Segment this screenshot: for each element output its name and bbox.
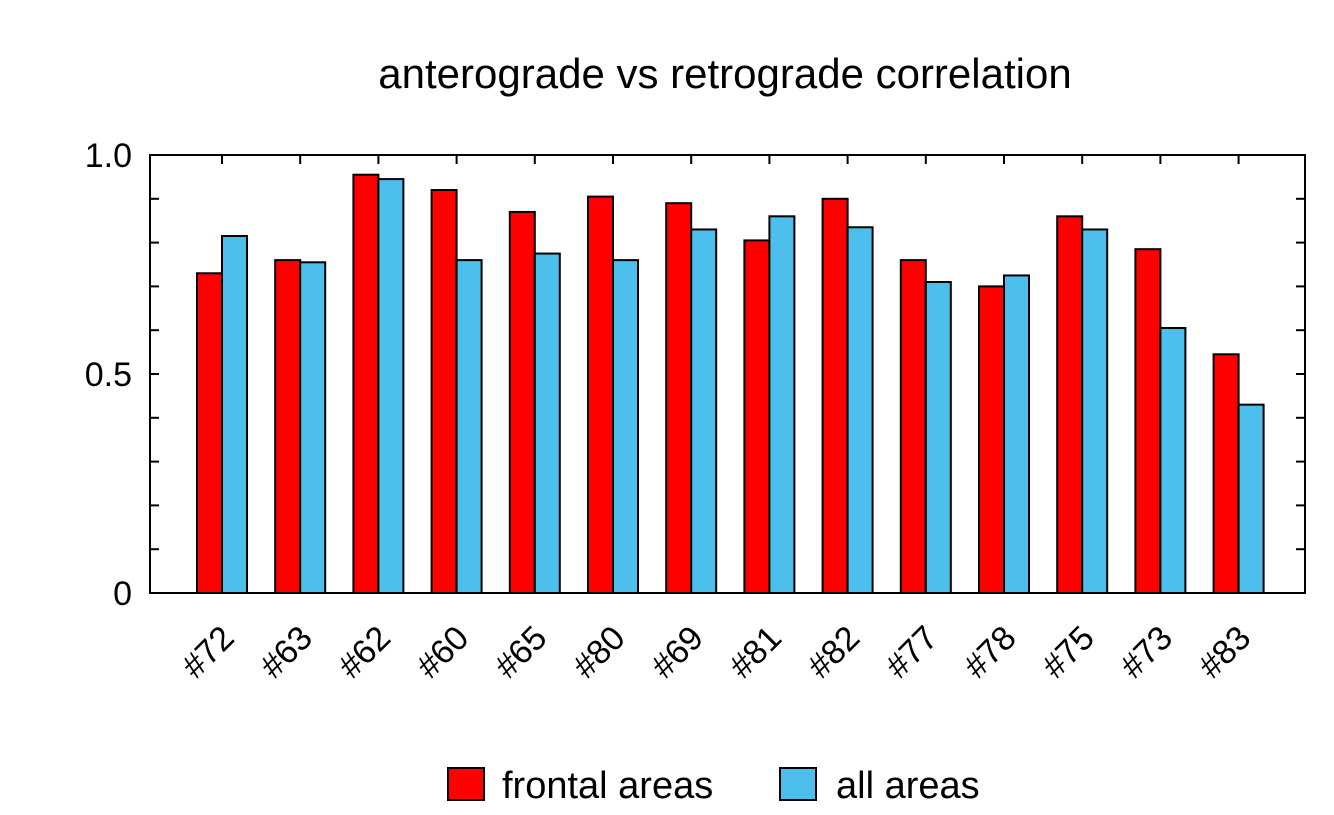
bar-all-areas-80 (612, 259, 639, 594)
bar-all-areas-75 (1081, 228, 1109, 595)
legend-swatch-all-areas (779, 767, 817, 801)
bar-all-areas-77 (924, 281, 952, 594)
x-tick-label: #81 (722, 619, 789, 686)
x-tick-label: #65 (487, 619, 554, 686)
bar-frontal-areas-81 (743, 239, 771, 594)
bar-all-areas-72 (221, 235, 248, 594)
y-tick-label: 1.0 (85, 137, 132, 175)
x-tick-label: #60 (409, 619, 476, 686)
bar-frontal-areas-78 (978, 285, 1005, 594)
x-tick-label: #77 (878, 619, 945, 686)
y-tick-label: 0.5 (85, 356, 132, 394)
bars (196, 173, 1265, 595)
x-tick-labels: #72 #63 #62 #60 #65 #80 #69 #81 #82 #77 #78 #75 #73 #… (175, 619, 1259, 686)
x-tick-label: #62 (331, 619, 398, 686)
legend-swatch-frontal-areas (447, 767, 485, 801)
bar-frontal-areas-77 (899, 259, 927, 594)
bar-frontal-areas-65 (508, 210, 536, 594)
plot-frame (149, 154, 1306, 594)
x-tick-label: #63 (253, 619, 320, 686)
bar-all-areas-69 (690, 228, 718, 595)
legend-label-frontal-areas: frontal areas (502, 765, 713, 807)
x-tick-label: #69 (644, 619, 711, 686)
bar-all-areas-81 (768, 215, 796, 594)
y-tick-label: 0 (113, 575, 132, 613)
bar-all-areas-60 (455, 259, 483, 594)
x-tick-label: #73 (1113, 619, 1180, 686)
bar-frontal-areas-73 (1134, 248, 1162, 594)
bar-frontal-areas-72 (196, 272, 223, 594)
x-tick-label: #83 (1191, 619, 1258, 686)
bar-all-areas-65 (533, 252, 561, 595)
legend-label-all-areas: all areas (836, 765, 980, 807)
bar-all-areas-73 (1159, 327, 1187, 594)
bar-all-areas-62 (377, 178, 405, 594)
bar-all-areas-82 (846, 226, 874, 595)
legend: frontal areas all areas (447, 765, 980, 807)
x-tick-label: #78 (957, 619, 1024, 686)
bar-frontal-areas-82 (821, 197, 849, 595)
bar-all-areas-63 (299, 261, 327, 594)
x-tick-label: #72 (175, 619, 242, 686)
bar-frontal-areas-62 (352, 173, 380, 595)
bar-frontal-areas-63 (274, 259, 302, 594)
bar-frontal-areas-75 (1056, 215, 1084, 594)
bar-all-areas-83 (1237, 403, 1265, 594)
bar-frontal-areas-83 (1212, 353, 1240, 595)
x-tick-label: #80 (566, 619, 633, 686)
bar-frontal-areas-80 (587, 195, 614, 595)
bar-frontal-areas-69 (665, 202, 693, 594)
x-tick-label: #75 (1035, 619, 1102, 686)
bar-all-areas-78 (1003, 274, 1030, 594)
y-tick-labels: 0 0.5 1.0 (85, 137, 132, 613)
x-tick-label: #82 (800, 619, 867, 686)
chart-title: anterograde vs retrograde correlation (378, 50, 1071, 97)
bar-frontal-areas-60 (430, 189, 458, 594)
